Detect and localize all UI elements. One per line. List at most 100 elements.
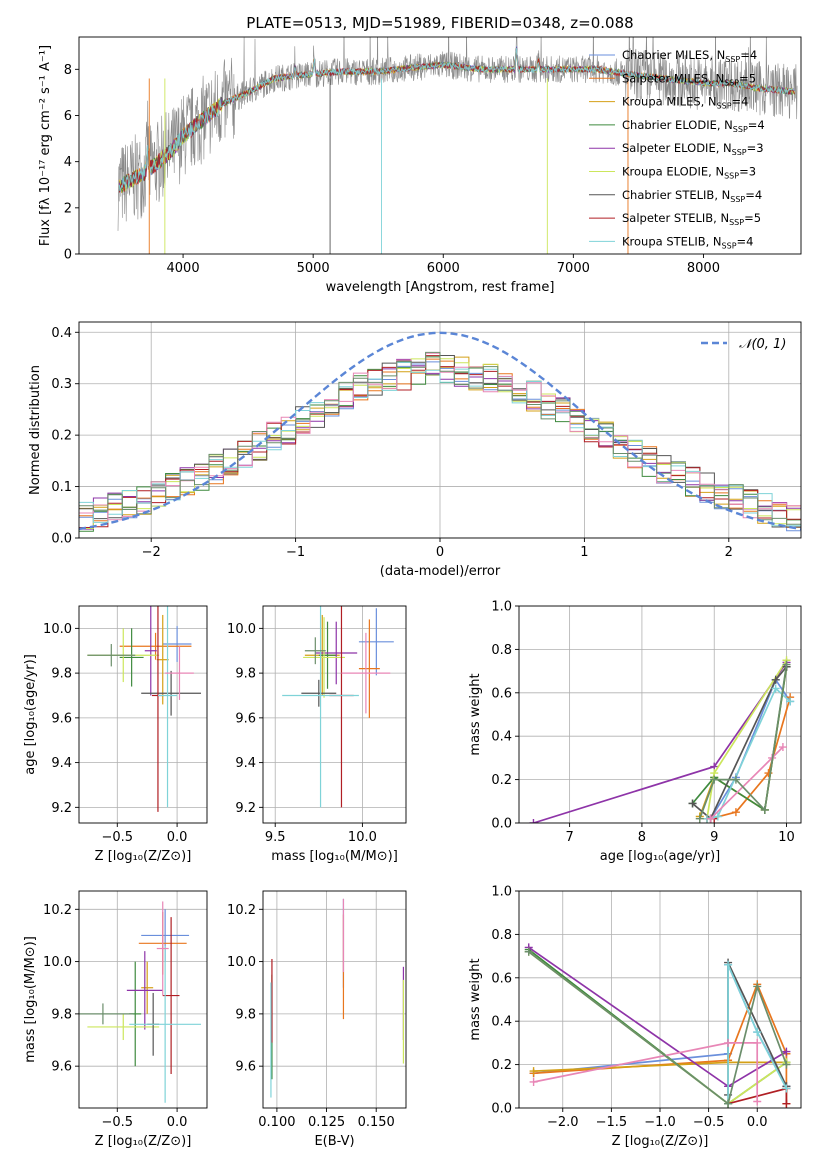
legend-label-subscript: SSP xyxy=(732,148,747,157)
weight-point-marker xyxy=(706,814,715,823)
weight-point-marker xyxy=(724,1099,733,1108)
y-axis-label: mass weight xyxy=(468,958,483,1040)
x-axis-label: Z [log₁₀(Z/Z⊙)] xyxy=(612,1134,709,1149)
x-tick-label: 7000 xyxy=(557,261,590,276)
weight-series-line xyxy=(710,696,792,820)
weight-point-marker xyxy=(731,775,740,784)
y-axis-label: mass [log₁₀(M/M⊙)] xyxy=(23,936,38,1063)
y-tick-label: 0.1 xyxy=(51,480,72,495)
y-tick-label: 0.2 xyxy=(491,773,512,788)
weight-point-marker xyxy=(529,1077,538,1086)
x-tick-label: 5000 xyxy=(297,261,330,276)
legend-label: Chabrier STELIB, NSSP=4 xyxy=(622,188,762,204)
plot-area xyxy=(519,891,801,1108)
panel-z-mass: −0.5 0.0 9.6 9.8 10.0 10.2 Z [log₁₀(Z/Z⊙)] mass… xyxy=(23,890,208,1149)
axes-frame xyxy=(262,605,407,824)
y-tick-label: 6 xyxy=(64,109,72,124)
legend-label: 𝒩(0, 1) xyxy=(739,337,786,352)
y-tick-label: 10.0 xyxy=(227,955,256,970)
x-tick-label: 10 xyxy=(778,830,795,845)
y-tick-label: 10.0 xyxy=(43,622,72,637)
weight-point-marker xyxy=(771,675,780,684)
x-tick-label: 0.100 xyxy=(258,1115,295,1130)
panel-age-weight: 7 8 9 10 0.0 0.2 0.4 0.6 0.8 1.0 age [log₁₀(age/yr… xyxy=(468,600,802,864)
axes-frame xyxy=(262,890,407,1109)
legend-label-value: =4 xyxy=(737,234,754,248)
weight-point-marker xyxy=(529,1067,538,1076)
y-tick-label: 0.6 xyxy=(491,971,512,986)
legend-label-value: =4 xyxy=(745,188,762,202)
x-tick-label: 0 xyxy=(436,545,444,560)
x-tick-label: 0.150 xyxy=(358,1115,395,1130)
panel-spectrum: 4000 5000 6000 7000 8000 0 2 4 6 8 wavelength [Ang… xyxy=(38,36,802,295)
y-tick-label: 0.2 xyxy=(51,429,72,444)
weight-point-marker xyxy=(710,775,719,784)
legend-label-subscript: SSP xyxy=(730,195,745,204)
weight-point-marker xyxy=(753,1038,762,1047)
y-tick-label: 8 xyxy=(64,63,72,78)
legend-label-value: =4 xyxy=(732,95,749,109)
legend-label-text: Chabrier MILES, N xyxy=(622,48,725,62)
y-tick-label: 10.0 xyxy=(227,622,256,637)
weight-point-marker xyxy=(731,808,740,817)
x-tick-label: −2.0 xyxy=(547,1115,579,1130)
x-tick-label: 6000 xyxy=(427,261,460,276)
y-axis-label: Normed distribution xyxy=(28,365,43,495)
legend-label-text: Chabrier STELIB, N xyxy=(622,188,730,202)
plot-area xyxy=(263,606,406,823)
y-tick-label: 0.2 xyxy=(491,1058,512,1073)
weight-point-marker xyxy=(524,947,533,956)
panel-ebv-mass: 0.100 0.125 0.150 9.6 9.8 10.0 10.2 E(B-V) xyxy=(227,890,407,1149)
weight-series-line xyxy=(699,666,788,817)
y-tick-label: 0.4 xyxy=(491,1015,512,1030)
residual-histogram xyxy=(79,351,801,525)
weight-point-marker xyxy=(782,660,791,669)
x-tick-label: 2 xyxy=(725,545,733,560)
y-tick-label: 9.8 xyxy=(51,667,72,682)
x-tick-label: 8 xyxy=(638,830,646,845)
legend-label-text: Chabrier ELODIE, N xyxy=(622,118,733,132)
weight-point-marker xyxy=(753,1097,762,1106)
legend-label-subscript: SSP xyxy=(722,241,737,250)
y-tick-label: 9.2 xyxy=(51,801,72,816)
y-tick-label: 0.0 xyxy=(491,1102,512,1117)
legend-label-value: =5 xyxy=(739,71,756,85)
y-tick-label: 0.4 xyxy=(51,326,72,341)
weight-point-marker xyxy=(771,684,780,693)
weight-point-marker xyxy=(753,1028,762,1037)
weight-point-marker xyxy=(760,805,769,814)
observed-spectrum-line xyxy=(117,37,798,231)
weight-point-marker xyxy=(778,743,787,752)
legend-label: Kroupa MILES, NSSP=4 xyxy=(622,95,748,111)
legend-label: Chabrier ELODIE, NSSP=4 xyxy=(622,118,765,134)
y-tick-label: 1.0 xyxy=(491,600,512,615)
x-tick-label: −0.5 xyxy=(101,1115,133,1130)
axes-frame xyxy=(78,36,802,255)
axes-frame xyxy=(78,321,802,539)
x-axis-label: Z [log₁₀(Z/Z⊙)] xyxy=(95,849,192,864)
legend-label-subscript: SSP xyxy=(724,172,739,181)
weight-point-marker xyxy=(529,819,538,823)
panel-z-age: −0.5 0.0 9.2 9.4 9.6 9.8 10.0 Z [log₁₀(Z/Z⊙)] ag… xyxy=(23,605,208,864)
x-tick-label: 8000 xyxy=(687,261,720,276)
x-tick-label: −1 xyxy=(286,545,305,560)
y-tick-label: 1.0 xyxy=(491,885,512,900)
x-axis-label: age [log₁₀(age/yr)] xyxy=(600,849,721,864)
x-tick-label: 9.5 xyxy=(265,830,286,845)
weight-series-line xyxy=(727,964,788,1104)
legend-label-value: =3 xyxy=(747,141,764,155)
y-tick-label: 9.6 xyxy=(235,1060,256,1075)
legend-label: Salpeter STELIB, NSSP=5 xyxy=(622,211,761,227)
y-tick-label: 0.8 xyxy=(491,928,512,943)
y-tick-label: 0 xyxy=(64,248,72,263)
x-tick-label: 10.0 xyxy=(348,830,377,845)
axes-frame xyxy=(78,890,208,1109)
weight-series-line xyxy=(691,666,788,821)
plot-area xyxy=(519,606,801,823)
plot-area xyxy=(263,891,406,1108)
x-tick-label: 0.125 xyxy=(308,1115,345,1130)
x-axis-label: E(B-V) xyxy=(314,1134,354,1149)
weight-series-line xyxy=(709,677,791,820)
legend-label-subscript: SSP xyxy=(729,218,744,227)
